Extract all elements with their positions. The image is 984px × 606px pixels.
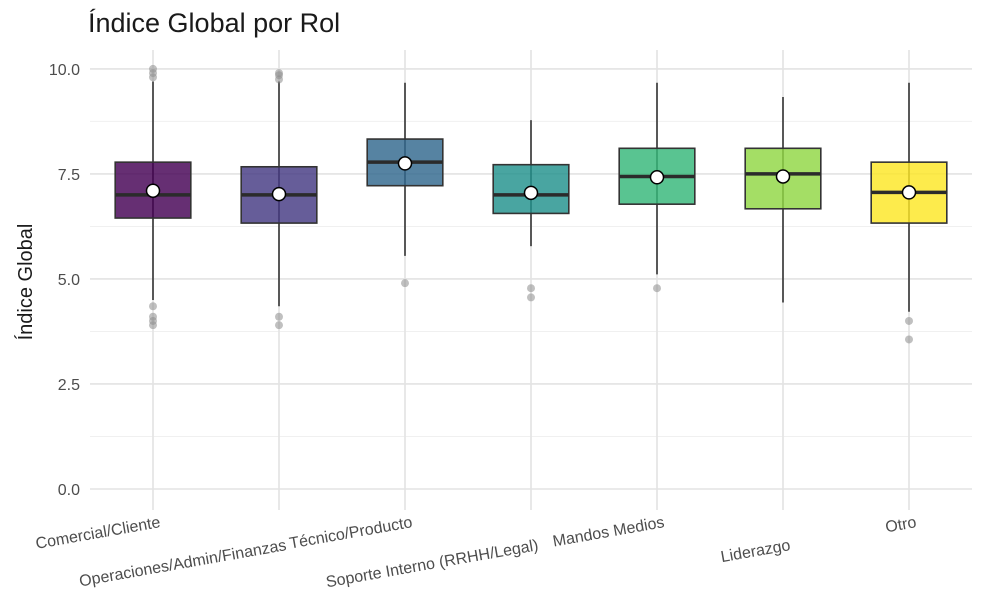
box-group <box>114 64 192 330</box>
x-tick-label: Comercial/Cliente <box>34 514 161 553</box>
boxes <box>114 64 948 344</box>
y-axis-label: Índice Global <box>14 224 37 341</box>
grid <box>90 50 972 510</box>
outlier-point <box>275 321 283 330</box>
y-tick-label: 7.5 <box>58 167 80 184</box>
outlier-point <box>275 312 283 321</box>
mean-point <box>271 186 287 202</box>
mean-point <box>901 185 917 200</box>
x-tick-label: Liderazgo <box>720 537 792 566</box>
outlier-point <box>149 321 157 330</box>
mean-point <box>775 169 791 184</box>
y-tick-label: 2.5 <box>58 377 80 394</box>
x-tick-label: Otro <box>884 514 918 536</box>
mean-point <box>523 185 539 201</box>
y-tick-label: 0.0 <box>58 482 80 499</box>
y-axis-ticks: 0.0 2.5 5.0 7.5 10.0 <box>49 62 80 499</box>
box-group <box>240 69 318 330</box>
mean-point <box>649 170 665 185</box>
box-group <box>366 82 444 288</box>
y-tick-label: 5.0 <box>58 272 80 289</box>
outlier-point <box>275 69 283 78</box>
x-axis-ticks: Comercial/ClienteOperaciones/Admin/Finan… <box>34 514 917 591</box>
box-group <box>870 82 948 344</box>
x-tick-label: Operaciones/Admin/Finanzas <box>78 537 288 590</box>
outlier-point <box>149 64 157 73</box>
x-tick-label: Técnico/Producto <box>288 514 414 552</box>
outlier-point <box>527 284 535 293</box>
chart-title: Índice Global por Rol <box>88 8 340 38</box>
outlier-point <box>149 302 157 311</box>
box-group <box>618 82 696 293</box>
y-tick-label: 10.0 <box>49 62 80 79</box>
outlier-point <box>527 293 535 302</box>
box-group <box>744 97 822 303</box>
x-tick-label: Mandos Medios <box>552 514 666 550</box>
outlier-point <box>905 316 913 325</box>
outlier-point <box>653 284 661 293</box>
x-tick-label: Soporte Interno (RRHH/Legal) <box>325 537 540 591</box>
box-group <box>492 120 570 302</box>
mean-point <box>145 183 161 198</box>
outlier-point <box>905 335 913 344</box>
mean-point <box>397 156 413 171</box>
outlier-point <box>401 279 409 288</box>
